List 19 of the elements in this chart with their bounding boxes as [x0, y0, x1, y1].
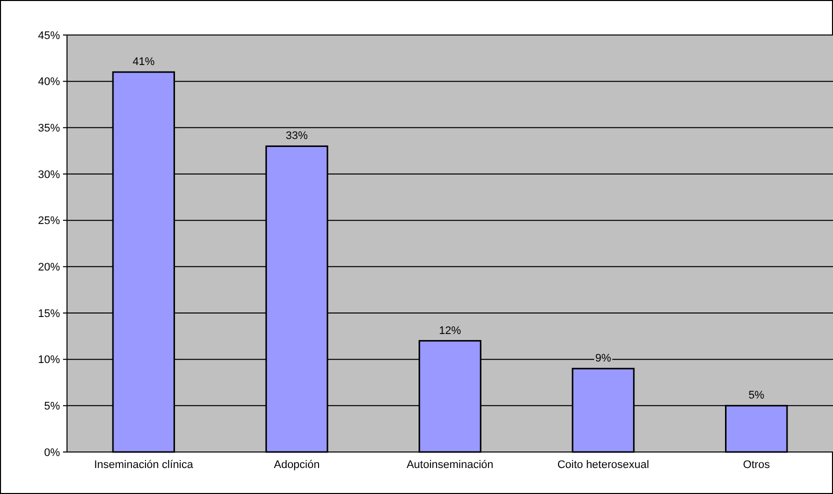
- y-tick-label: 30%: [38, 168, 60, 181]
- y-tick-label: 35%: [38, 122, 60, 135]
- data-label: 5%: [748, 390, 765, 402]
- x-tick-label: Coito heterosexual: [557, 459, 650, 471]
- data-label: 12%: [438, 324, 462, 337]
- y-tick-label: 20%: [38, 262, 60, 274]
- y-tick-label: 10%: [38, 354, 60, 366]
- y-tick-label: 25%: [38, 215, 60, 228]
- y-tick-label: 45%: [38, 30, 60, 42]
- data-label: 41%: [132, 56, 155, 68]
- x-tick-label: Otros: [742, 459, 770, 471]
- y-tick-label: 5%: [44, 400, 60, 413]
- y-tick-label: 40%: [38, 76, 60, 88]
- y-tick-label: 0%: [44, 446, 60, 459]
- x-tick-label: Adopción: [274, 459, 320, 471]
- x-tick-label: Inseminación clínica: [94, 459, 194, 471]
- data-label: 33%: [286, 130, 308, 142]
- y-tick-label: 15%: [38, 308, 60, 320]
- x-tick-label: Autoinseminación: [406, 459, 494, 471]
